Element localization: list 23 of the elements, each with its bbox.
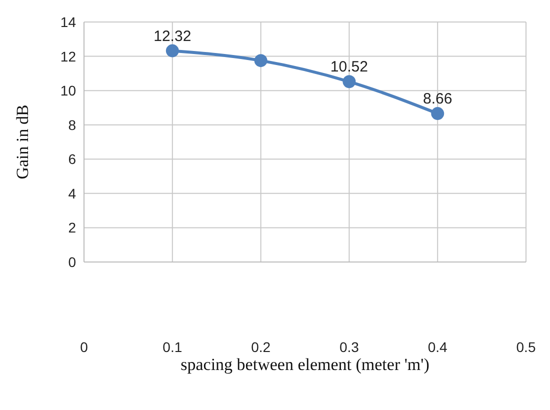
data-label: 12.32 <box>154 28 192 45</box>
y-tick-label: 10 <box>60 82 76 99</box>
x-tick-label: 0.5 <box>516 338 536 355</box>
y-tick-label: 0 <box>68 254 76 270</box>
point <box>166 44 179 58</box>
point <box>431 107 444 120</box>
x-tick-label: 0.2 <box>251 338 271 355</box>
point <box>254 54 268 68</box>
x-tick-label: 0.4 <box>428 338 448 355</box>
y-tick-label: 12 <box>60 48 76 64</box>
x-tick-label: 0.1 <box>162 338 182 355</box>
y-tick-label: 2 <box>68 220 76 236</box>
x-tick-label: 0 <box>80 338 88 355</box>
x-tick-label: 0.3 <box>339 338 360 355</box>
y-tick-label: 14 <box>60 14 76 30</box>
data-label: 8.66 <box>423 90 452 108</box>
y-tick-label: 8 <box>68 116 76 133</box>
y-tick-label: 6 <box>68 151 76 168</box>
y-tick-label: 4 <box>68 185 76 202</box>
point <box>342 75 356 88</box>
x-axis-title: spacing between element (meter 'm') <box>180 355 430 374</box>
y-axis-title: Gain in dB <box>13 104 32 180</box>
data-label: 10.52 <box>330 58 368 76</box>
